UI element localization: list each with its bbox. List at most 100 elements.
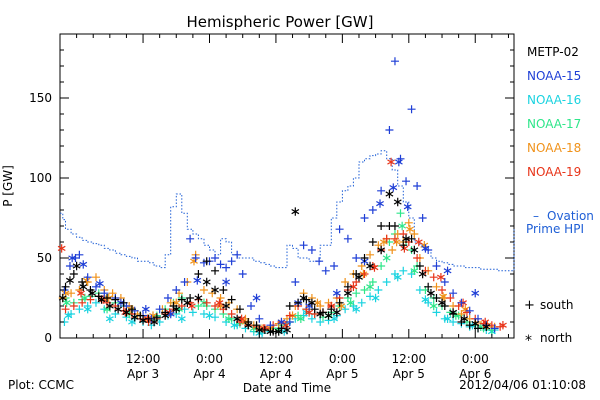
- south-point: [413, 254, 422, 262]
- north-point: [95, 279, 104, 288]
- south-point: [335, 225, 344, 234]
- south-point: [108, 289, 117, 298]
- south-point: [315, 257, 324, 266]
- south-point: [432, 262, 441, 270]
- y-tick-label: 150: [29, 91, 52, 105]
- south-point: [111, 295, 120, 304]
- north-point: [439, 292, 448, 301]
- south-point: [61, 282, 70, 291]
- y-tick-label: 0: [44, 331, 52, 345]
- south-point: [65, 262, 74, 270]
- south-point: [294, 298, 303, 307]
- legend-ovation-label-2: Prime HPI: [526, 222, 584, 236]
- legend-satellites: METP-02 NOAA-15 NOAA-16 NOAA-17 NOAA-18 NOAA-…: [527, 45, 581, 179]
- south-point: [247, 302, 256, 310]
- north-point: [244, 321, 253, 330]
- north-point: [394, 157, 403, 167]
- north-point: [349, 282, 358, 291]
- north-point: [332, 289, 341, 298]
- south-point: [67, 289, 76, 298]
- north-point: [377, 245, 386, 255]
- south-point: [186, 234, 195, 243]
- south-point: [235, 305, 244, 314]
- north-point: [222, 277, 231, 287]
- south-point: [385, 126, 394, 134]
- south-point: [418, 214, 427, 222]
- south-point: [377, 186, 386, 195]
- x-tick-label-time: 0:00: [329, 352, 356, 366]
- north-point: [385, 189, 394, 199]
- north-point: [346, 298, 355, 307]
- north-point: [222, 301, 231, 311]
- south-point: [368, 206, 377, 214]
- south-point: [360, 286, 369, 294]
- south-point: [382, 234, 391, 243]
- north-point: [161, 311, 170, 320]
- north-point: [414, 237, 423, 247]
- x-tick-label-date: Apr 6: [459, 367, 491, 381]
- south-point: [377, 262, 386, 270]
- north-point: [141, 305, 150, 314]
- north-point: [296, 314, 305, 323]
- south-point: [407, 234, 416, 243]
- north-point: [194, 293, 203, 303]
- south-point: [227, 257, 236, 266]
- south-point: [316, 318, 325, 326]
- south-point: [382, 278, 391, 286]
- legend: METP-02 NOAA-15 NOAA-16 NOAA-17 NOAA-18 NOAA-…: [524, 45, 594, 349]
- north-point: [376, 199, 384, 208]
- north-point: [429, 301, 438, 311]
- north-point: [438, 298, 446, 307]
- south-point: [360, 214, 369, 222]
- south-point: [399, 241, 408, 250]
- south-point: [410, 230, 419, 238]
- north-point: [370, 263, 379, 272]
- x-axis-label: Date and Time: [243, 381, 331, 395]
- south-point: [432, 282, 441, 291]
- north-point: [83, 305, 92, 314]
- north-point: [405, 225, 414, 234]
- south-point: [343, 234, 352, 243]
- north-point: [77, 289, 85, 298]
- north-point: [68, 253, 77, 263]
- legend-ovation-dash: –: [533, 209, 539, 223]
- x-tick-label-time: 0:00: [196, 352, 223, 366]
- south-point: [100, 289, 109, 298]
- north-point: [64, 311, 73, 320]
- north-point: [443, 266, 452, 275]
- south-point: [211, 266, 220, 275]
- south-point: [352, 289, 361, 298]
- legend-north-label: north: [540, 331, 572, 345]
- south-point: [310, 305, 319, 314]
- x-tick-label-date: Apr 5: [326, 367, 358, 381]
- south-point: [413, 182, 422, 190]
- north-point: [97, 295, 106, 304]
- south-point: [390, 222, 399, 230]
- north-point: [387, 157, 396, 167]
- data-points: [57, 57, 507, 338]
- south-point: [172, 286, 181, 294]
- south-point: [374, 286, 383, 294]
- south-point: [163, 294, 172, 302]
- south-point: [91, 273, 100, 282]
- north-point: [139, 316, 147, 325]
- north-point: [266, 327, 275, 336]
- south-point: [227, 295, 236, 304]
- legend-ovation-label-1: Ovation: [547, 209, 594, 223]
- legend-entry-noaa-19: NOAA-19: [527, 165, 581, 179]
- north-point: [427, 289, 435, 298]
- south-point: [396, 209, 405, 218]
- x-tick-label-date: Apr 3: [127, 367, 159, 381]
- south-point: [407, 105, 416, 114]
- north-point: [343, 289, 352, 298]
- south-point: [360, 270, 369, 278]
- south-point: [83, 273, 92, 282]
- south-point: [335, 298, 344, 307]
- north-point: [105, 314, 114, 323]
- south-point: [211, 302, 220, 310]
- legend-south-symbol: +: [524, 298, 535, 313]
- south-point: [377, 222, 386, 230]
- south-point: [191, 254, 200, 262]
